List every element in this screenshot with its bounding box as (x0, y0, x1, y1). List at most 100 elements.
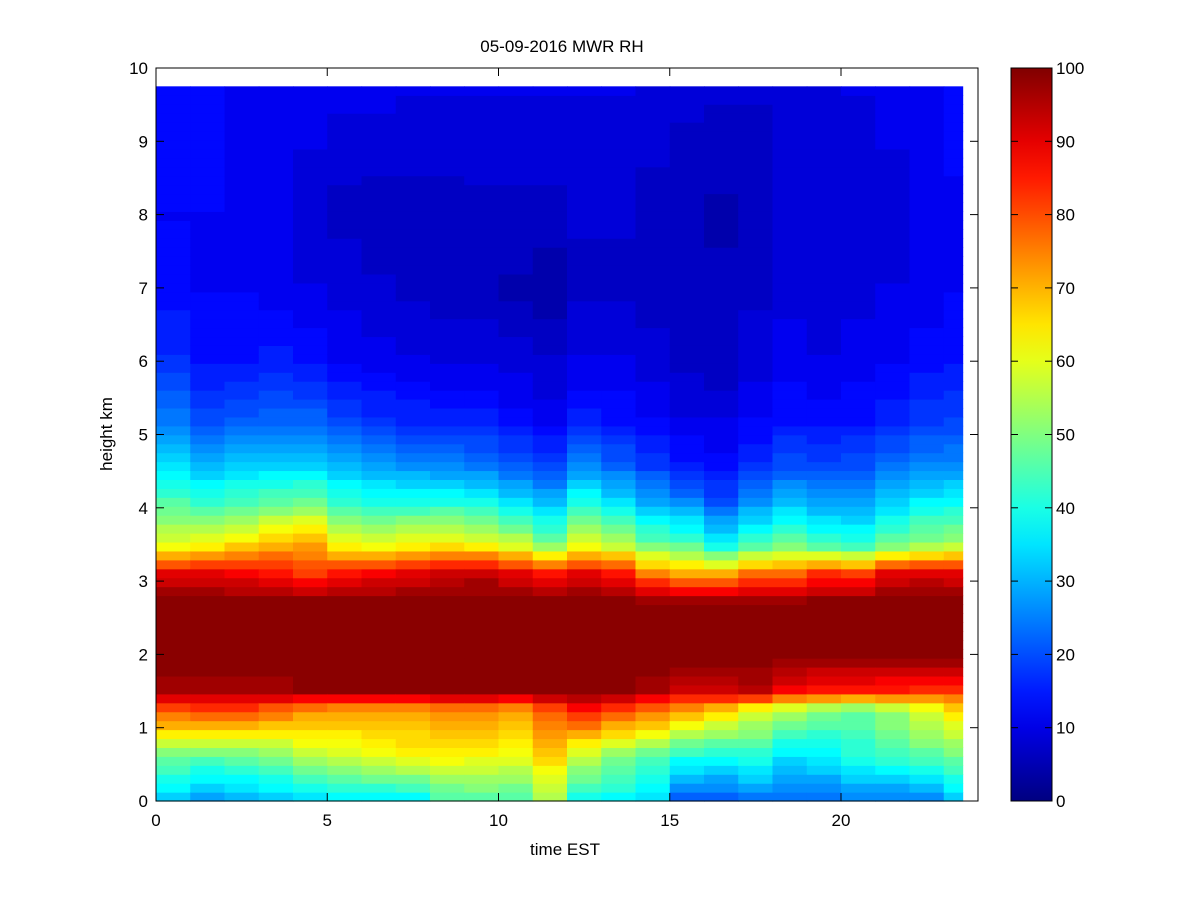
heatmap-cell (772, 640, 808, 650)
heatmap-cell (806, 399, 842, 409)
heatmap-cell (601, 541, 637, 552)
heatmap-cell (224, 345, 260, 355)
heatmap-cell (635, 774, 671, 784)
heatmap-cell (943, 533, 964, 543)
heatmap-cell (772, 122, 808, 132)
heatmap-cell (772, 434, 808, 445)
heatmap-cell (567, 309, 602, 320)
heatmap-cell (190, 309, 226, 320)
heatmap-cell (806, 336, 842, 346)
heatmap-cell (293, 792, 328, 802)
heatmap-cell (875, 577, 911, 588)
heatmap-cell (943, 604, 964, 614)
heatmap-cell (156, 184, 191, 195)
heatmap-cell (327, 202, 363, 212)
heatmap-cell (567, 783, 602, 793)
heatmap-cell (738, 586, 774, 597)
heatmap-cell (361, 452, 397, 463)
heatmap-cell (258, 113, 294, 123)
heatmap-cell (361, 684, 397, 695)
heatmap-cell (156, 148, 191, 159)
heatmap-cell (361, 506, 397, 516)
heatmap-cell (567, 774, 602, 784)
heatmap-cell (395, 631, 431, 641)
heatmap-cell (669, 247, 705, 257)
heatmap-cell (772, 533, 808, 543)
heatmap-cell (156, 649, 191, 659)
heatmap-cell (875, 550, 911, 561)
heatmap-cell (909, 291, 945, 302)
heatmap-cell (293, 220, 328, 230)
heatmap-cell (806, 327, 842, 338)
heatmap-cell (498, 568, 534, 579)
heatmap-cell (498, 434, 534, 445)
heatmap-cell (498, 729, 534, 740)
heatmap-cell (669, 291, 705, 302)
heatmap-cell (943, 649, 964, 659)
heatmap-cell (190, 220, 226, 230)
heatmap-cell (430, 729, 465, 740)
heatmap-cell (909, 104, 945, 114)
heatmap-cell (841, 577, 876, 588)
heatmap-cell (567, 658, 602, 668)
colorbar-tick-label: 10 (1056, 719, 1075, 738)
heatmap-cell (841, 104, 876, 114)
heatmap-cell (909, 416, 945, 427)
heatmap-cell (704, 756, 739, 766)
heatmap-cell (464, 792, 500, 802)
heatmap-cell (841, 336, 876, 346)
heatmap-cell (841, 407, 876, 418)
heatmap-cell (943, 613, 964, 623)
heatmap-cell (464, 497, 500, 507)
heatmap-cell (156, 720, 191, 731)
heatmap-cell (532, 139, 568, 150)
heatmap-cell (738, 533, 774, 543)
heatmap-cell (532, 622, 568, 632)
heatmap-cell (875, 166, 911, 177)
heatmap-cell (567, 443, 602, 454)
heatmap-cell (841, 792, 876, 802)
heatmap-cell (395, 247, 431, 257)
heatmap-cell (498, 693, 534, 704)
heatmap-cell (395, 157, 431, 168)
heatmap-cell (395, 774, 431, 784)
heatmap-cell (806, 113, 842, 123)
heatmap-cell (532, 273, 568, 284)
heatmap-cell (669, 738, 705, 748)
heatmap-cell (704, 443, 739, 454)
heatmap-cell (532, 381, 568, 391)
heatmap-cell (464, 184, 500, 195)
heatmap-cell (361, 720, 397, 731)
heatmap-cell (224, 390, 260, 400)
heatmap-cell (943, 122, 964, 132)
heatmap-cell (293, 390, 328, 400)
heatmap-cell (841, 738, 876, 748)
heatmap-cell (943, 640, 964, 650)
heatmap-cell (772, 577, 808, 588)
heatmap-cell (943, 774, 964, 784)
heatmap-cell (841, 184, 876, 195)
heatmap-cell (258, 130, 294, 141)
heatmap-cell (567, 238, 602, 248)
heatmap-cell (430, 229, 465, 239)
heatmap-cell (601, 211, 637, 221)
heatmap-cell (258, 667, 294, 677)
heatmap-cell (943, 166, 964, 177)
heatmap-cell (224, 264, 260, 275)
heatmap-cell (395, 390, 431, 400)
heatmap-cell (704, 738, 739, 748)
heatmap-cell (943, 693, 964, 704)
heatmap-cell (635, 702, 671, 713)
heatmap-cell (430, 622, 465, 632)
heatmap-cell (327, 211, 363, 221)
heatmap-cell (464, 291, 500, 302)
heatmap-cell (190, 577, 226, 588)
heatmap-cell (464, 765, 500, 775)
heatmap-cell (806, 193, 842, 204)
heatmap-cell (395, 497, 431, 507)
heatmap-cell (395, 684, 431, 695)
heatmap-cell (258, 765, 294, 775)
heatmap-cell (567, 729, 602, 740)
heatmap-cell (327, 354, 363, 364)
